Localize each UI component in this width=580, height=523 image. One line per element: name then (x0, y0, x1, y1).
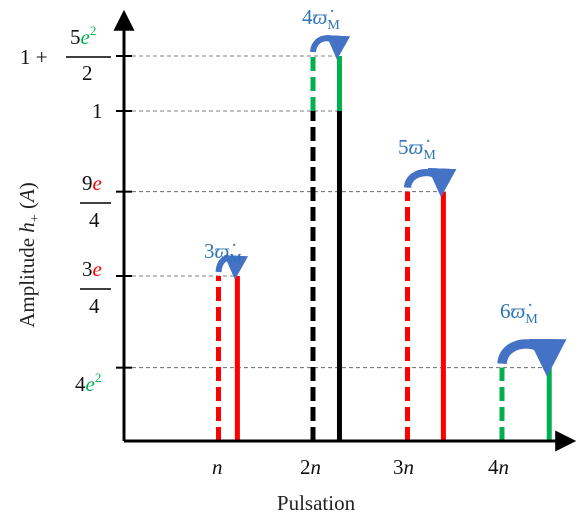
x-tick-label-4n: 4n (488, 455, 509, 479)
y-tick-label-1-plus-5e2-2: 1 + 5e2 2 (20, 23, 111, 85)
y-axis-title: Amplitude h+ (A) (15, 182, 43, 328)
svg-text:4: 4 (89, 208, 100, 232)
svg-text:2: 2 (82, 61, 93, 85)
shift-labels: 3ϖ̇M 4ϖ̇M 5ϖ̇M 6ϖ̇M (204, 5, 538, 327)
shift-arrow-3 (403, 167, 457, 198)
x-tick-labels: n 2n 3n 4n (212, 455, 509, 479)
y-tick-marks (116, 55, 132, 369)
svg-text:4: 4 (89, 294, 100, 318)
svg-text:1 +: 1 + (20, 45, 48, 69)
shift-label-3: 3ϖ̇M (204, 239, 242, 267)
shift-label-6: 6ϖ̇M (500, 299, 538, 327)
x-tick-label-3n: 3n (393, 455, 414, 479)
y-tick-label-4e2: 4e2 (75, 370, 101, 396)
svg-text:5e2: 5e2 (70, 23, 96, 49)
shift-arrow-4 (497, 338, 567, 377)
svg-text:3e: 3e (82, 257, 102, 281)
shift-label-4: 4ϖ̇M (302, 5, 340, 33)
x-axis-title: Pulsation (277, 491, 356, 515)
y-tick-label-9e-4: 9e 4 (80, 171, 111, 232)
y-tick-label-1: 1 (92, 99, 103, 123)
svg-text:9e: 9e (82, 171, 102, 195)
y-tick-labels: 4e2 3e 4 9e 4 1 1 + 5e2 2 (20, 23, 111, 396)
x-tick-label-2n: 2n (300, 455, 321, 479)
y-tick-label-3e-4: 3e 4 (80, 257, 111, 318)
shift-arrow-1 (215, 255, 249, 280)
shift-label-5: 5ϖ̇M (398, 135, 436, 163)
x-tick-label-n: n (212, 455, 223, 479)
shift-arrow-2 (310, 35, 351, 60)
shift-arrows (215, 35, 567, 377)
bars (216, 56, 552, 441)
